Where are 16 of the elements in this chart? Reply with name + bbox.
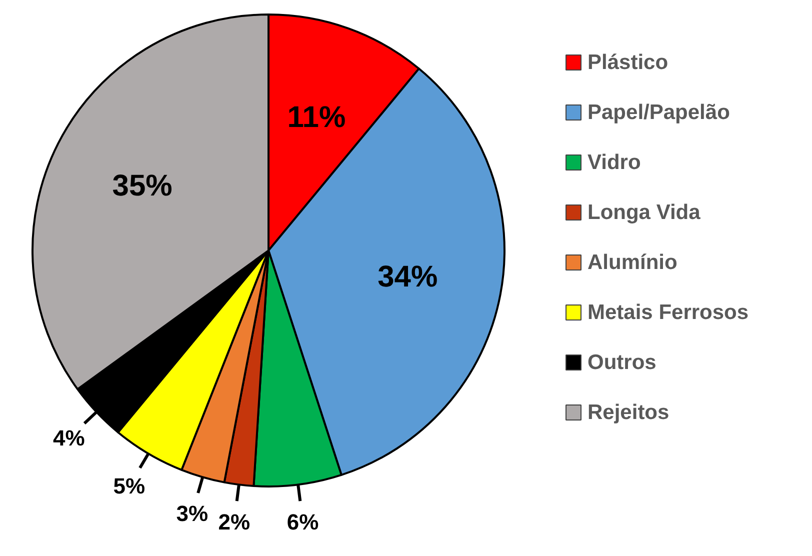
data-label: 6% [286, 510, 319, 535]
legend-label: Outros [588, 351, 656, 374]
legend-label: Plástico [588, 51, 668, 74]
data-label: 2% [218, 510, 250, 535]
data-label: 5% [113, 474, 146, 499]
data-label: 35% [112, 170, 172, 203]
data-label: 11% [287, 100, 346, 134]
legend-label: Vidro [588, 151, 641, 174]
legend-label: Alumínio [588, 251, 678, 274]
legend-label: Longa Vida [588, 201, 701, 224]
data-label: 4% [53, 425, 85, 450]
data-label: 3% [176, 500, 208, 526]
legend-label: Papel/Papelão [588, 101, 730, 124]
legend-label: Rejeitos [588, 401, 670, 424]
legend-label: Metais Ferrosos [588, 301, 749, 324]
data-label: 34% [378, 260, 438, 294]
